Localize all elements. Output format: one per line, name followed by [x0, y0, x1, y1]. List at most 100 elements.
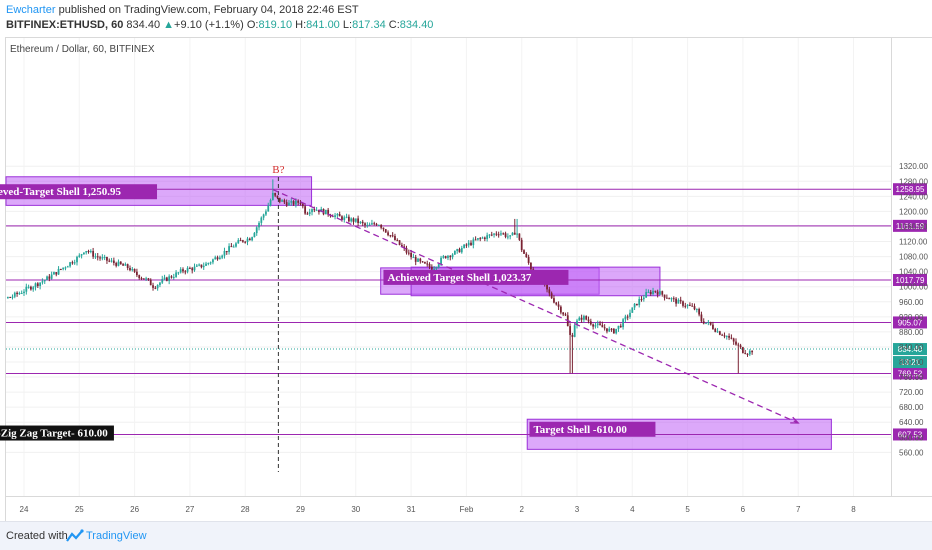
- footer: Created with TradingView: [0, 521, 932, 550]
- candle-body: [237, 240, 240, 244]
- candle-body: [695, 309, 698, 311]
- candle-body: [679, 299, 682, 302]
- x-tick-label: Feb: [460, 505, 474, 514]
- x-tick-label: 31: [407, 505, 416, 514]
- candle-body: [87, 251, 90, 253]
- candle-body: [702, 321, 705, 324]
- candle-body: [152, 285, 154, 288]
- candle-body: [359, 221, 362, 223]
- candle-body: [474, 239, 477, 241]
- candle-body: [483, 237, 486, 240]
- candle-body: [599, 323, 601, 325]
- candle-body: [294, 200, 297, 205]
- candle-body: [76, 256, 78, 263]
- candle-body: [46, 276, 48, 281]
- candle-body: [580, 317, 583, 320]
- candle-body: [318, 209, 320, 213]
- candle-body: [189, 267, 191, 269]
- candle-body: [110, 260, 113, 262]
- candle-body: [69, 262, 71, 267]
- candle-body: [728, 335, 730, 338]
- candle-body: [223, 250, 226, 256]
- level-price-pill: [893, 316, 927, 329]
- published-text: published on TradingView.com, February 0…: [58, 4, 359, 16]
- level-price-label: 1258.95: [896, 185, 925, 194]
- candle-body: [569, 326, 571, 335]
- chart-pane[interactable]: [5, 37, 892, 497]
- candle-body: [16, 292, 18, 295]
- close-value: 834.40: [399, 19, 434, 31]
- candle-body: [253, 233, 256, 238]
- candle-body: [601, 324, 604, 328]
- candle-body: [744, 352, 747, 354]
- candle-body: [59, 268, 62, 270]
- candle-body: [500, 233, 502, 235]
- candle-body: [230, 246, 233, 248]
- candle-body: [470, 242, 472, 246]
- zone-label-bg: [529, 421, 656, 437]
- candle-body: [691, 305, 694, 307]
- candle-body: [449, 255, 452, 258]
- time-scale[interactable]: [5, 497, 892, 521]
- x-tick-label: 5: [685, 505, 690, 514]
- candle-body: [313, 209, 316, 211]
- chart-header: Ewcharter published on TradingView.com, …: [0, 0, 932, 34]
- candle-body: [354, 218, 357, 222]
- candle-body: [324, 209, 327, 215]
- y-tick-label: 1080.00: [899, 253, 928, 262]
- candle-body: [493, 233, 495, 235]
- candle-body: [341, 216, 343, 220]
- candle-body: [636, 303, 638, 306]
- candle-body: [559, 306, 562, 313]
- level-price-label: 1017.79: [896, 276, 925, 285]
- candle-body: [380, 224, 383, 228]
- target-zones: [5, 176, 832, 450]
- trend-arrow-line: [272, 188, 799, 424]
- candle-body: [101, 257, 104, 259]
- candle-body: [39, 282, 42, 287]
- symbol-name: BITFINEX:ETHUSD, 60: [6, 19, 124, 31]
- candle-body: [583, 316, 585, 320]
- candle-body: [96, 256, 99, 258]
- candle-body: [382, 227, 385, 230]
- time-axis: 24 25 26 27 28 29 30 31 Feb 2 3 4 5 6 7 8: [20, 505, 857, 514]
- candle-body: [677, 299, 680, 304]
- price-scale[interactable]: [892, 37, 932, 497]
- candle-body: [209, 262, 212, 264]
- candle-body: [218, 257, 221, 260]
- price-axis: 1320.00 1280.00 1240.00 1200.00 1160.00 1120.…: [899, 162, 928, 457]
- candle-body: [564, 314, 567, 316]
- candle-body: [723, 335, 726, 337]
- candle-body: [48, 276, 51, 279]
- current-price-label: 834.40: [898, 345, 923, 354]
- candle-body: [85, 251, 88, 253]
- candle-body: [140, 278, 143, 280]
- candle-body: [122, 264, 124, 266]
- candle-body: [283, 200, 286, 203]
- candle-body: [506, 236, 509, 238]
- candle-body: [396, 240, 399, 242]
- candle-body: [200, 264, 203, 268]
- close-label: C:: [388, 19, 400, 31]
- candle-body: [384, 229, 387, 233]
- candle-body: [92, 250, 95, 257]
- candle-body: [304, 206, 307, 214]
- level-price-pill: [893, 367, 927, 380]
- y-tick-label: 680.00: [899, 403, 924, 412]
- candle-body: [502, 233, 505, 235]
- candle-body: [216, 257, 219, 260]
- low-value: 817.34: [352, 19, 386, 31]
- candle-body: [391, 235, 394, 237]
- tradingview-brand-link[interactable]: TradingView: [86, 530, 147, 542]
- candle-body: [649, 291, 652, 295]
- candle-body: [145, 278, 148, 280]
- candle-body: [458, 249, 461, 253]
- candle-body: [619, 325, 622, 328]
- candle-body: [108, 260, 111, 262]
- candle-body: [693, 306, 696, 310]
- x-tick-label: 2: [519, 505, 524, 514]
- candle-body: [405, 247, 408, 253]
- candle-body: [225, 250, 228, 253]
- author-link[interactable]: Ewcharter: [6, 4, 56, 16]
- candle-body: [55, 272, 58, 275]
